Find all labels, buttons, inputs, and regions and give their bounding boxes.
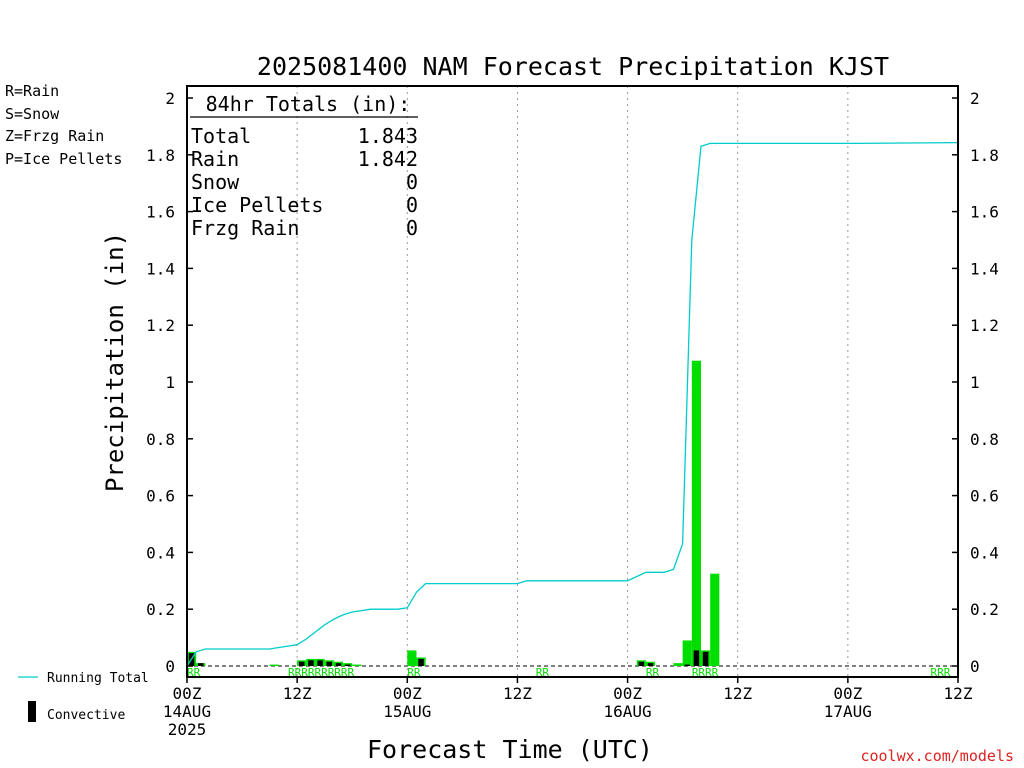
x-tick-label: 12Z: [723, 684, 752, 703]
totals-row-value: 0: [406, 170, 418, 194]
rain-bar: [352, 664, 362, 666]
totals-row-value: 1.842: [358, 147, 418, 171]
ptype-marker: RR: [536, 666, 550, 679]
y-tick-label: 0.8: [146, 430, 175, 449]
totals-row-value: 1.843: [358, 124, 418, 148]
ptype-marker: RR: [407, 666, 421, 679]
credit-text: coolwx.com/models: [860, 747, 1014, 765]
x-tick-label: 00Z: [173, 684, 202, 703]
rain-bar: [682, 640, 692, 666]
totals-box: 84hr Totals (in): Total 1.843 Rain 1.842 Sno…: [190, 92, 418, 240]
y-ticks-left: 0 0.2 0.4 0.6 0.8 1 1.2 1.4 1.6 1.8 2: [146, 89, 193, 676]
x-tick-label: 12Z: [283, 684, 312, 703]
convective-bar: [702, 651, 709, 666]
y-ticks-right: 0 0.2 0.4 0.6 0.8 1 1.2 1.4 1.6 1.8 2: [952, 89, 999, 676]
bottom-legend: Running Total Convective: [18, 671, 149, 723]
x-tick-label: 00Z: [613, 684, 642, 703]
y-tick-label: 0: [970, 657, 980, 676]
vertical-gridlines: [296, 86, 849, 677]
convective-bar: [198, 663, 204, 666]
rain-bar: [343, 663, 353, 666]
convective-bar: [308, 660, 314, 666]
y-tick-label: 0.2: [146, 600, 175, 619]
y-tick-label: 1.6: [970, 203, 999, 222]
x-tick-label: 16AUG: [603, 702, 651, 721]
ptype-legend: R=Rain S=Snow Z=Frzg Rain P=Ice Pellets: [5, 82, 122, 168]
totals-row-label: Frzg Rain: [191, 216, 299, 240]
convective-bar: [326, 661, 333, 666]
ptype-marker: RRRR: [692, 666, 719, 679]
y-tick-label: 2: [970, 89, 980, 108]
x-tick-label: 00Z: [393, 684, 422, 703]
x-tick-label: 14AUG: [163, 702, 211, 721]
convective-bar: [638, 661, 645, 666]
y-tick-label: 1.4: [146, 259, 175, 278]
y-tick-label: 0.2: [970, 600, 999, 619]
y-tick-label: 0.8: [970, 430, 999, 449]
totals-row-label: Ice Pellets: [191, 193, 323, 217]
ptype-markers: RR RRRRRRRRRR RR RR RR RRRR RRR: [187, 666, 951, 679]
totals-row-value: 0: [406, 193, 418, 217]
rain-bar: [407, 650, 417, 666]
rain-bar: [710, 573, 720, 666]
legend-rain: R=Rain: [5, 82, 59, 100]
y-tick-label: 0.6: [146, 487, 175, 506]
convective-bar: [344, 664, 351, 666]
totals-row-label: Total: [191, 124, 251, 148]
y-tick-label: 0.4: [146, 543, 175, 562]
convective-bar: [418, 658, 424, 666]
x-tick-label: 12Z: [944, 684, 973, 703]
x-tick-label: 17AUG: [824, 702, 872, 721]
ptype-marker: RR: [646, 666, 660, 679]
convective-bar: [335, 663, 342, 666]
rain-bar: [269, 664, 279, 666]
convective-bars: [188, 650, 709, 666]
convective-bar: [693, 650, 700, 666]
convective-swatch: [28, 701, 36, 722]
x-tick-label: 15AUG: [383, 702, 431, 721]
y-tick-label: 1.8: [146, 146, 175, 165]
rain-bars: [187, 360, 720, 666]
convective-bar: [647, 663, 654, 666]
legend-snow: S=Snow: [5, 105, 60, 123]
y-tick-label: 0: [165, 657, 175, 676]
chart-title: 2025081400 NAM Forecast Precipitation KJ…: [257, 52, 889, 81]
y-tick-label: 2: [165, 89, 175, 108]
legend-frzg-rain: Z=Frzg Rain: [5, 127, 104, 145]
y-tick-label: 1.4: [970, 259, 999, 278]
x-axis-label: Forecast Time (UTC): [367, 735, 653, 764]
convective-bar: [317, 660, 323, 666]
ptype-marker: RR: [187, 666, 201, 679]
y-tick-label: 1.2: [146, 316, 175, 335]
x-tick-label: 00Z: [833, 684, 862, 703]
x-tick-label: 2025: [168, 720, 207, 739]
rain-bar: [673, 663, 683, 666]
ptype-marker: RRR: [930, 666, 950, 679]
totals-row-value: 0: [406, 216, 418, 240]
ptype-marker: RRRRRRRRRR: [288, 666, 355, 679]
y-tick-label: 1: [165, 373, 175, 392]
legend-ice-pellets: P=Ice Pellets: [5, 150, 122, 168]
convective-legend-label: Convective: [47, 708, 125, 723]
y-tick-label: 1.6: [146, 203, 175, 222]
y-tick-label: 1: [970, 373, 980, 392]
y-tick-label: 1.8: [970, 146, 999, 165]
totals-row-label: Rain: [191, 147, 239, 171]
plot-frame: [186, 85, 959, 678]
running-total-line: [186, 141, 959, 667]
x-tick-label: 12Z: [503, 684, 532, 703]
convective-bar: [298, 661, 305, 666]
y-tick-label: 0.6: [970, 487, 999, 506]
totals-row-label: Snow: [191, 170, 240, 194]
rain-bar: [691, 360, 701, 666]
convective-bar: [684, 664, 690, 666]
y-tick-label: 0.4: [970, 543, 999, 562]
y-tick-label: 1.2: [970, 316, 999, 335]
y-axis-label: Precipitation (in): [101, 232, 129, 492]
running-total-legend-label: Running Total: [47, 671, 149, 686]
totals-header: 84hr Totals (in):: [206, 92, 411, 116]
